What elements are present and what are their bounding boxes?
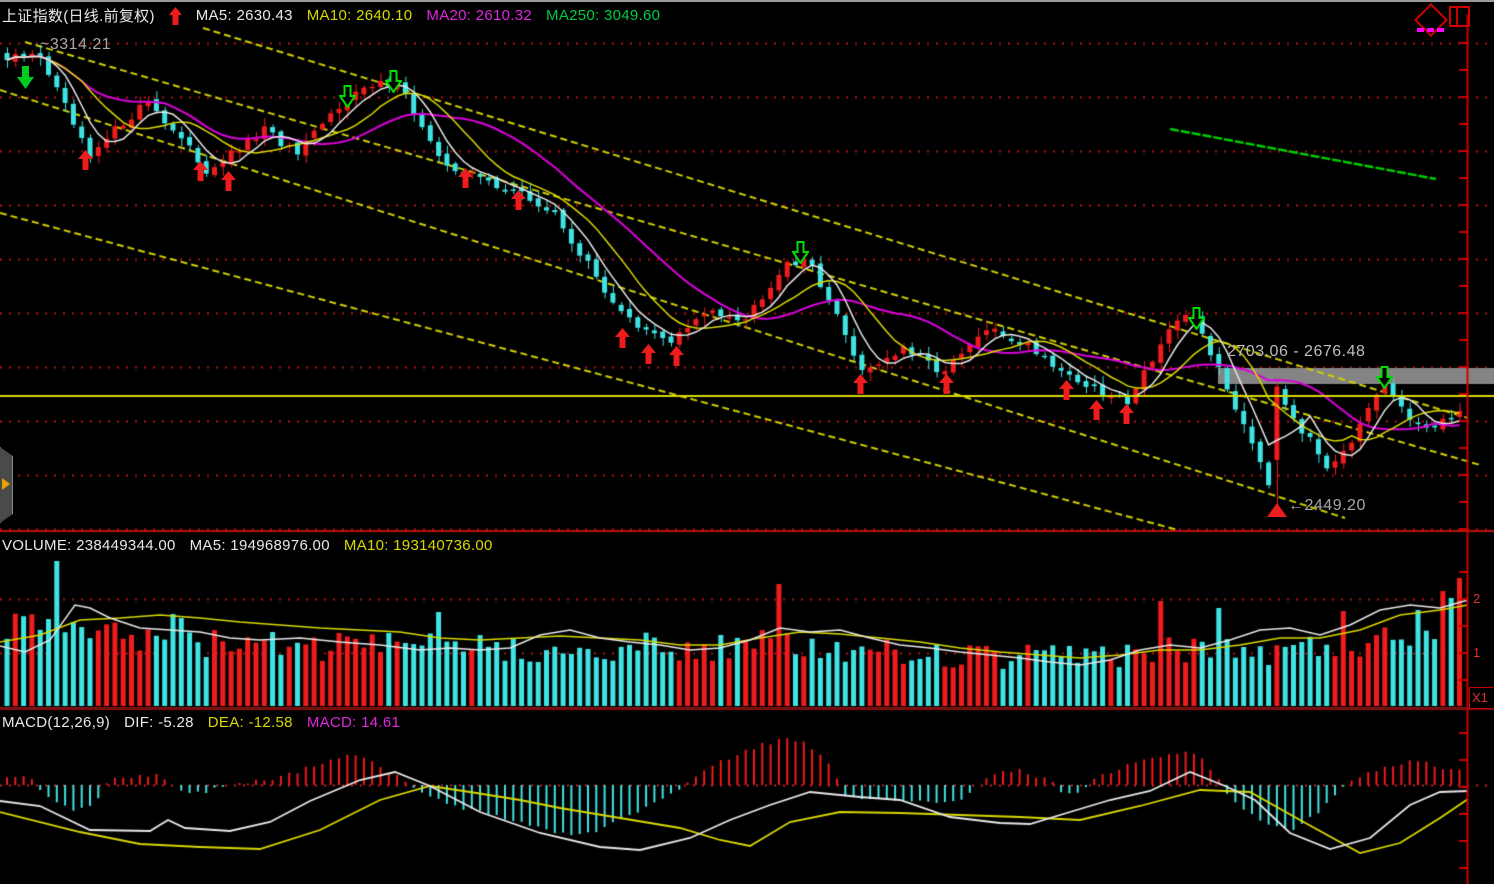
buy-signal-arrow-icon — [939, 374, 954, 399]
buy-signal-arrow-icon — [853, 374, 868, 399]
low-price-label: ←2449.20 — [1288, 497, 1366, 514]
panel-toggle-icon[interactable] — [1449, 6, 1470, 27]
buy-signal-arrow-icon — [641, 344, 656, 369]
volume-ma10-value: MA10: 193140736.00 — [343, 537, 493, 554]
sell-signal-arrow-icon — [1375, 366, 1394, 394]
sidebar-expand-tab[interactable] — [0, 447, 13, 523]
macd-pane-header: MACD(12,26,9) DIF: -5.28 DEA: -12.58 MAC… — [2, 714, 400, 731]
sell-signal-arrow-solid-icon — [17, 66, 34, 94]
dea-value: DEA: -12.58 — [207, 714, 293, 731]
low-point-marker-icon — [1267, 503, 1287, 522]
buy-signal-arrow-icon — [221, 171, 236, 196]
ma20-value: MA20: 2610.32 — [426, 7, 533, 24]
macd-name: MACD(12,26,9) — [2, 714, 111, 731]
volume-value: VOLUME: 238449344.00 — [2, 537, 176, 554]
buy-signal-arrow-icon — [669, 346, 684, 371]
buy-signal-arrow-icon — [511, 190, 526, 215]
ma10-value: MA10: 2640.10 — [306, 7, 413, 24]
buy-signal-arrow-icon — [615, 328, 630, 353]
scale-multiplier-badge: X1 — [1469, 687, 1494, 709]
sell-signal-arrow-icon — [338, 85, 357, 113]
volume-pane-header: VOLUME: 238449344.00 MA5: 194968976.00 M… — [2, 537, 493, 554]
buy-signal-arrow-icon — [1059, 380, 1074, 405]
main-chart-header: 上证指数(日线.前复权) MA5: 2630.43 MA10: 2640.10 … — [2, 5, 660, 26]
ma250-value: MA250: 3049.60 — [546, 7, 661, 24]
volume-axis-label-2: 2 — [1473, 591, 1481, 606]
ma5-value: MA5: 2630.43 — [195, 7, 293, 24]
dif-value: DIF: -5.28 — [124, 714, 194, 731]
volume-axis-label-1: 1 — [1473, 645, 1481, 660]
sell-signal-arrow-icon — [791, 241, 810, 269]
instrument-title: 上证指数(日线.前复权) — [2, 8, 155, 25]
buy-signal-arrow-icon — [458, 168, 473, 193]
sell-signal-arrow-icon — [384, 70, 403, 98]
ellipsis-menu-icon[interactable] — [1417, 28, 1444, 32]
buy-signal-arrow-icon — [193, 161, 208, 186]
buy-signal-arrow-icon — [1089, 400, 1104, 425]
buy-signal-arrow-icon — [1119, 404, 1134, 429]
expand-right-icon — [2, 478, 10, 490]
macd-value: MACD: 14.61 — [306, 714, 401, 731]
chart-toolbar — [1414, 3, 1470, 37]
sell-signal-arrow-icon — [1187, 307, 1206, 335]
window-top-edge — [0, 0, 1494, 2]
signal-up-arrow-icon — [168, 6, 182, 25]
buy-signal-arrow-icon — [78, 150, 93, 175]
volume-ma5-value: MA5: 194968976.00 — [189, 537, 330, 554]
price-band-label: 2703.06 - 2676.48 — [1227, 343, 1366, 360]
peak-price-label: ~3314.21 — [40, 36, 112, 53]
